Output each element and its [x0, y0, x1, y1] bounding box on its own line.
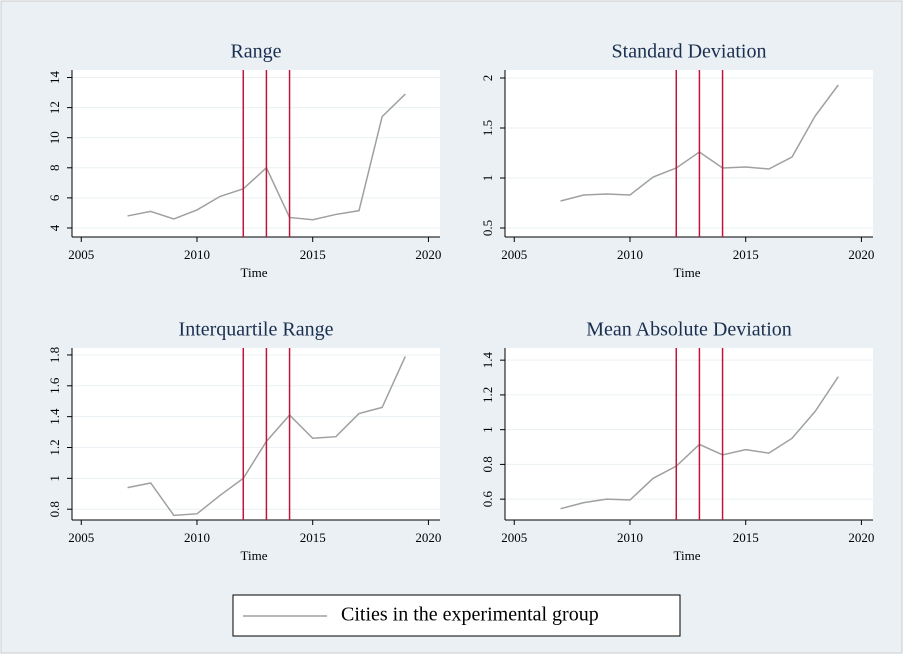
y-tick-label: 1.2 [480, 387, 495, 403]
y-tick-label: 0.8 [480, 456, 495, 472]
x-axis-label: Time [241, 265, 268, 280]
y-tick-label: 1.5 [480, 120, 495, 136]
x-tick-label: 2015 [733, 247, 759, 262]
y-tick-label: 1.2 [47, 439, 62, 455]
x-tick-label: 2005 [68, 530, 94, 545]
y-tick-label: 0.5 [480, 220, 495, 236]
x-tick-label: 2020 [415, 247, 441, 262]
y-tick-label: 10 [47, 131, 62, 144]
y-tick-label: 0.8 [47, 501, 62, 517]
x-tick-label: 2005 [501, 530, 527, 545]
legend-label: Cities in the experimental group [341, 604, 599, 626]
x-tick-label: 2010 [617, 247, 643, 262]
x-tick-label: 2020 [415, 530, 441, 545]
y-tick-label: 1 [480, 175, 495, 182]
y-tick-label: 1.8 [47, 347, 62, 363]
y-tick-label: 2 [480, 75, 495, 82]
plot-area [72, 70, 440, 237]
y-tick-label: 0.6 [480, 491, 495, 508]
x-tick-label: 2010 [184, 530, 210, 545]
x-axis-label: Time [674, 265, 701, 280]
y-tick-label: 12 [47, 101, 62, 114]
plot-area [505, 348, 873, 520]
y-tick-label: 14 [47, 71, 62, 85]
x-axis-label: Time [674, 548, 701, 563]
chart-title: Range [230, 41, 281, 63]
y-tick-label: 8 [47, 165, 62, 172]
x-tick-label: 2015 [300, 530, 326, 545]
chart-title: Mean Absolute Deviation [586, 319, 792, 341]
y-tick-label: 4 [47, 224, 62, 231]
x-tick-label: 2005 [501, 247, 527, 262]
x-tick-label: 2005 [68, 247, 94, 262]
chart-title: Interquartile Range [179, 319, 334, 341]
y-tick-label: 1 [47, 475, 62, 482]
x-axis-label: Time [241, 548, 268, 563]
plot-area [505, 70, 873, 237]
chart-title: Standard Deviation [612, 41, 767, 63]
x-tick-label: 2020 [848, 247, 874, 262]
x-tick-label: 2015 [733, 530, 759, 545]
x-tick-label: 2015 [300, 247, 326, 262]
x-tick-label: 2010 [617, 530, 643, 545]
plot-area [72, 348, 440, 520]
y-tick-label: 1.4 [47, 408, 62, 425]
x-tick-label: 2020 [848, 530, 874, 545]
y-tick-label: 6 [47, 194, 62, 201]
y-tick-label: 1.6 [47, 377, 62, 394]
y-tick-label: 1 [480, 426, 495, 433]
y-tick-label: 1.4 [480, 352, 495, 369]
x-tick-label: 2010 [184, 247, 210, 262]
